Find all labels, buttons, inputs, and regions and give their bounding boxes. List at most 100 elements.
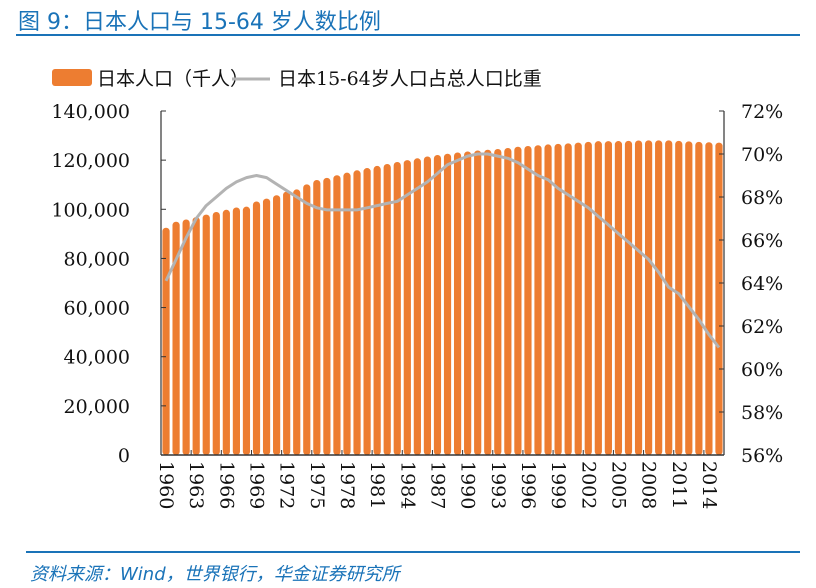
legend-label-ratio: 日本15-64岁人口占总人口比重 [278,68,542,90]
bar-1995 [514,146,522,456]
y-right-tick-label: 56% [741,445,783,467]
x-tick-label: 1996 [517,461,539,509]
x-tick-label: 2002 [577,461,599,509]
bar-2006 [624,140,633,455]
x-tick-label: 1987 [426,461,448,509]
y-right-tick-label: 70% [741,144,783,166]
y-left-tick-label: 80,000 [64,248,130,270]
x-tick-label: 1990 [457,461,479,509]
title-divider [16,34,800,36]
bar-1989 [453,152,462,456]
x-tick-label: 1993 [487,461,509,509]
x-tick-label: 1972 [276,461,298,509]
bar-1977 [333,175,341,455]
bar-2001 [574,142,582,456]
x-tick-label: 1963 [185,461,207,509]
x-tick-label: 1975 [306,461,328,509]
bar-2004 [604,141,612,455]
bar-1975 [313,179,321,455]
x-tick-label: 2005 [607,461,629,509]
bar-1983 [393,161,401,455]
bar-2009 [655,140,663,455]
y-right-tick-label: 62% [741,316,783,338]
y-left-tick-label: 0 [118,445,130,467]
bar-2011 [675,140,683,455]
x-tick-label: 2008 [638,461,660,509]
bar-2010 [665,140,673,455]
y-left-tick-label: 60,000 [64,298,130,320]
bar-1979 [353,170,361,455]
source-note: 资料来源：Wind，世界银行，华金证券研究所 [30,564,400,585]
bar-2013 [695,141,703,455]
bar-1960 [162,227,170,455]
bar-1987 [433,155,442,455]
bar-1961 [172,221,180,455]
y-left-tick-label: 120,000 [51,150,130,172]
bar-2012 [685,141,693,455]
bar-1984 [403,160,411,455]
y-right-tick-label: 64% [741,273,783,295]
bar-1980 [363,168,371,456]
legend-label-population: 日本人口（千人） [97,68,249,90]
bar-1990 [464,151,472,455]
legend: 日本人口（千人） 日本15-64岁人口占总人口比重 [52,68,542,90]
bar-1982 [383,163,391,455]
bar-2005 [614,141,623,455]
source-divider [26,551,800,553]
bar-1981 [373,165,381,455]
bar-1997 [534,145,542,455]
bar-1968 [242,206,251,455]
x-tick-label: 2014 [698,461,720,509]
legend-swatch-population [52,69,92,86]
bar-1969 [252,201,261,455]
y-right-tick-label: 58% [741,402,783,424]
bar-1964 [202,214,210,455]
y-left-tick-label: 140,000 [51,101,130,123]
x-tick-label: 1960 [155,461,177,509]
bar-2007 [634,140,643,455]
bar-1985 [413,158,421,456]
y-right-tick-label: 60% [741,359,783,381]
y-right-tick-label: 72% [741,101,783,123]
bar-1963 [192,217,200,455]
y-left-tick-label: 20,000 [64,396,130,418]
bar-1967 [232,207,241,455]
bar-1970 [262,198,271,455]
y-right-tick-label: 68% [741,187,783,209]
bar-1972 [283,191,291,455]
bar-1962 [182,219,190,455]
bar-1978 [343,172,351,455]
bar-2015 [715,142,723,455]
x-tick-label: 1984 [396,461,418,509]
ratio-line [164,152,721,349]
bar-1998 [544,144,552,455]
x-tick-label: 1981 [366,461,388,509]
y-left-tick-label: 40,000 [64,347,130,369]
y-left-tick-label: 100,000 [51,199,130,221]
bar-2000 [564,143,572,456]
y-right-tick-label: 66% [741,230,783,252]
bar-1974 [303,184,311,455]
x-tick-label: 2011 [668,461,690,509]
bar-1992 [484,149,492,456]
bar-2002 [584,141,592,455]
bar-2003 [594,141,602,455]
bar-2008 [644,140,653,455]
x-tick-label: 1999 [547,461,569,509]
figure-title: 图 9：日本人口与 15-64 岁人数比例 [18,10,381,35]
x-tick-label: 1969 [246,461,268,509]
bar-1976 [323,177,331,455]
bar-1991 [474,150,482,455]
bar-1965 [212,212,220,455]
bar-1973 [293,189,301,456]
bar-1994 [504,147,512,455]
bar-1996 [524,145,532,456]
x-tick-label: 1966 [215,461,237,509]
bar-1986 [423,156,432,455]
bar-1971 [273,195,281,456]
bar-1988 [443,153,452,455]
bar-2014 [705,142,713,455]
bar-1993 [494,148,502,455]
x-tick-label: 1978 [336,461,358,509]
